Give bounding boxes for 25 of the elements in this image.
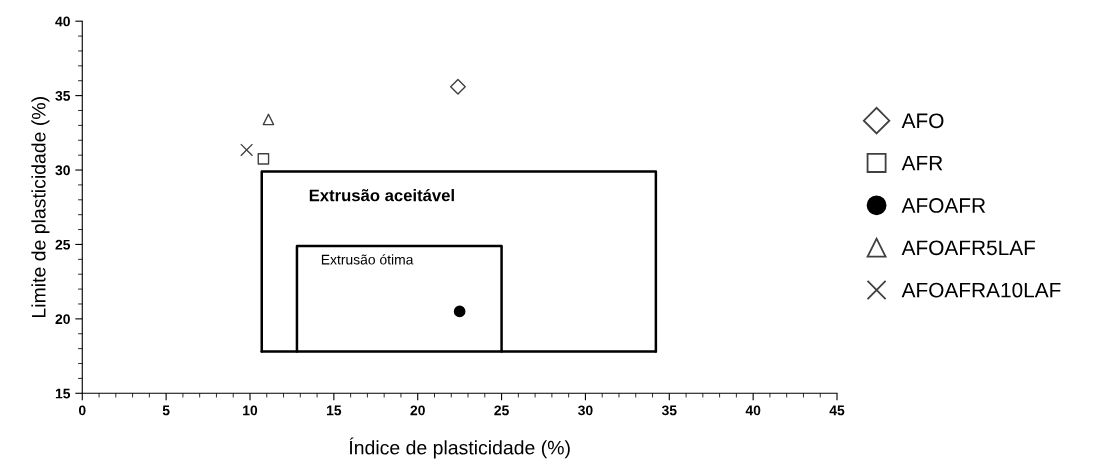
y-tick-label: 20 [55, 314, 70, 325]
x-axis-title: Índice de plasticidade (%) [349, 437, 570, 459]
legend-label: AFR [901, 155, 943, 171]
y-axis-title: Limite de plasticidade (%) [31, 97, 50, 317]
x-tick-label: 40 [745, 405, 761, 416]
annotation: Extrusão ótima [321, 254, 414, 265]
x-tick-label: 10 [243, 405, 258, 416]
x-tick-label: 45 [829, 405, 845, 416]
x-tick-label: 20 [410, 405, 425, 416]
legend-label: AFOAFR [901, 198, 986, 213]
annotation: Extrusão aceitável [309, 188, 454, 202]
x-tick-label: 15 [327, 405, 342, 416]
legend-label: AFO [901, 113, 944, 129]
y-tick-label: 15 [55, 388, 71, 399]
y-tick-label: 25 [55, 239, 71, 250]
x-tick-label: 0 [78, 405, 86, 416]
x-tick-label: 25 [494, 405, 509, 416]
y-tick-label: 35 [55, 90, 71, 101]
legend-label: AFOAFR5LAF [901, 240, 1036, 256]
x-tick-label: 35 [661, 405, 677, 416]
legend-label: AFOAFRA10LAF [901, 282, 1061, 298]
y-tick-label: 40 [55, 16, 70, 27]
y-tick-label: 30 [55, 165, 70, 176]
x-tick-label: 5 [162, 405, 170, 416]
x-tick-label: 30 [578, 405, 593, 416]
